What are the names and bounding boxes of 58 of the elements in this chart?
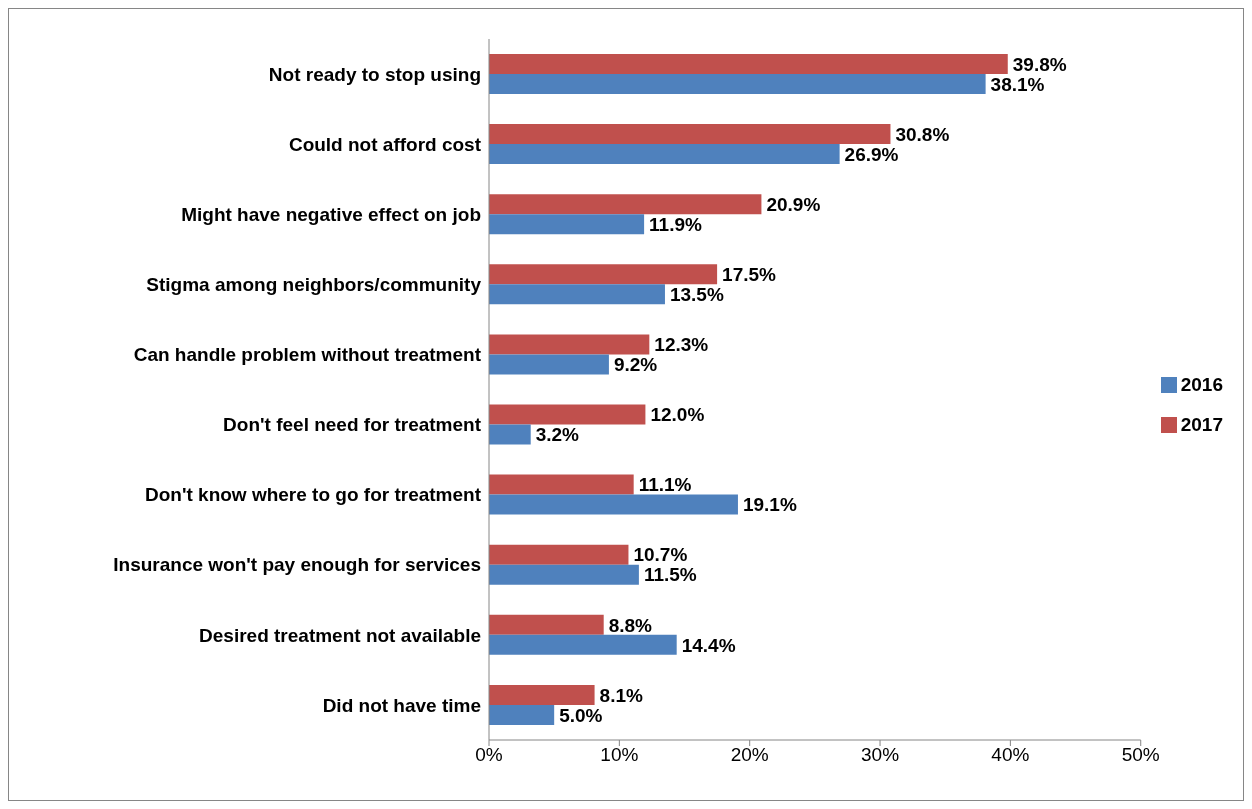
- data-label: 5.0%: [559, 704, 603, 726]
- y-tick-label: Desired treatment not available: [199, 624, 481, 646]
- bar: [489, 54, 1008, 74]
- bar: [489, 544, 629, 565]
- x-tick-label: 30%: [861, 744, 900, 766]
- bar: [489, 634, 677, 655]
- y-tick-label: Don't feel need for treatment: [223, 414, 482, 436]
- y-tick-label: Might have negative effect on job: [181, 203, 481, 225]
- x-tick-label: 0%: [475, 744, 503, 766]
- bar: [489, 194, 762, 215]
- y-tick-label: Stigma among neighbors/community: [146, 274, 482, 296]
- data-label: 38.1%: [990, 73, 1045, 95]
- data-label: 10.7%: [633, 544, 688, 566]
- x-tick-label: 50%: [1121, 744, 1160, 766]
- y-tick-label: Insurance won't pay enough for services: [113, 554, 481, 576]
- bar: [489, 284, 665, 305]
- bar: [489, 704, 555, 725]
- bar: [489, 424, 531, 445]
- legend-label: 2017: [1180, 413, 1223, 435]
- x-tick-label: 40%: [991, 744, 1030, 766]
- data-label: 30.8%: [895, 123, 950, 145]
- data-label: 8.8%: [608, 614, 653, 636]
- x-tick-label: 20%: [730, 744, 769, 766]
- bar: [489, 474, 634, 495]
- bar: [489, 404, 646, 425]
- data-label: 39.8%: [1012, 53, 1067, 75]
- bar: [489, 124, 891, 145]
- y-tick-label: Did not have time: [322, 694, 481, 716]
- data-label: 26.9%: [844, 143, 899, 165]
- legend-label: 2016: [1180, 373, 1223, 395]
- data-label: 8.1%: [599, 684, 643, 706]
- data-label: 13.5%: [669, 284, 724, 306]
- y-tick-label: Not ready to stop using: [268, 63, 481, 85]
- data-label: 9.2%: [613, 354, 658, 376]
- data-label: 3.2%: [535, 424, 580, 446]
- data-label: 20.9%: [766, 193, 821, 215]
- bar: [489, 354, 609, 375]
- bar: [489, 214, 645, 235]
- bar: [489, 74, 986, 94]
- data-label: 12.0%: [650, 404, 705, 426]
- bar: [489, 614, 604, 635]
- data-label: 11.5%: [643, 564, 697, 586]
- data-label: 14.4%: [681, 634, 736, 656]
- data-label: 19.1%: [742, 494, 797, 516]
- bar: [489, 144, 840, 165]
- y-tick-label: Can handle problem without treatment: [133, 344, 482, 366]
- data-label: 11.9%: [649, 213, 703, 235]
- bar: [489, 264, 718, 285]
- x-tick-label: 10%: [600, 744, 639, 766]
- y-tick-label: Could not afford cost: [288, 133, 482, 155]
- y-tick-label: Don't know where to go for treatment: [145, 484, 482, 506]
- bar: [489, 564, 639, 585]
- data-label: 12.3%: [654, 334, 709, 356]
- bar: [489, 334, 650, 355]
- bar: [489, 684, 595, 705]
- bar: [489, 494, 738, 515]
- data-label: 17.5%: [722, 264, 777, 286]
- data-label: 11.1%: [638, 474, 692, 496]
